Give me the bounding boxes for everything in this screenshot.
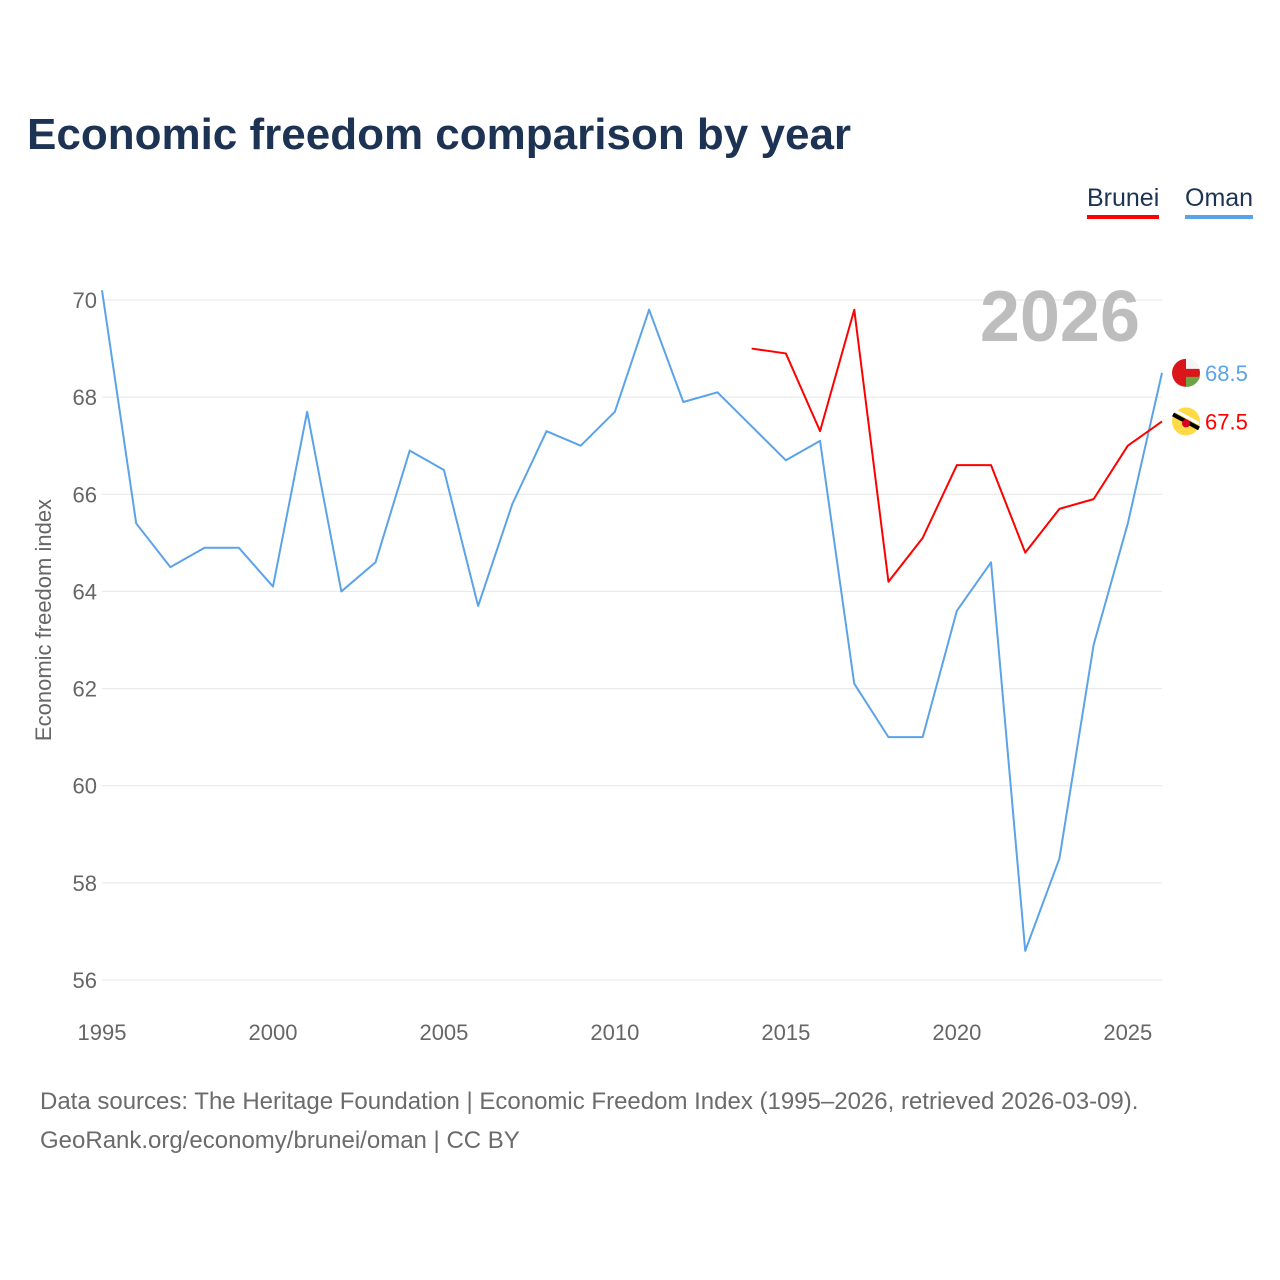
y-tick-label: 70 [73, 288, 97, 313]
y-tick-label: 62 [73, 677, 97, 702]
y-tick-label: 56 [73, 968, 97, 993]
legend-oman[interactable]: Oman [1185, 184, 1254, 219]
brunei-flag-stripe-white [1172, 408, 1200, 425]
y-tick-label: 68 [73, 385, 97, 410]
end-label-brunei: 67.5 [1205, 409, 1248, 434]
year-watermark: 2026 [980, 277, 1140, 357]
footer-link[interactable]: GeoRank.org/economy/brunei/oman | CC BY [40, 1127, 520, 1154]
chart-title: Economic freedom comparison by year [27, 110, 852, 159]
x-tick-label: 2015 [761, 1020, 810, 1045]
x-tick-label: 2020 [932, 1020, 981, 1045]
x-tick-label: 2005 [419, 1020, 468, 1045]
series-line-brunei [751, 308, 1163, 583]
oman-flag-white [1186, 358, 1200, 369]
x-tick-label: 2000 [248, 1020, 297, 1045]
series-line-oman [101, 290, 1163, 952]
x-tick-label: 2025 [1103, 1020, 1152, 1045]
y-axis-label: Economic freedom index [31, 499, 56, 741]
end-label-oman: 68.5 [1205, 361, 1248, 386]
brunei-flag-emblem [1182, 419, 1190, 428]
legend-brunei[interactable]: Brunei [1087, 184, 1160, 219]
footer-sources: Data sources: The Heritage Foundation | … [40, 1088, 1139, 1115]
oman-flag-green [1186, 376, 1200, 387]
y-tick-label: 60 [73, 774, 97, 799]
x-tick-label: 2010 [590, 1020, 639, 1045]
x-tick-label: 1995 [78, 1020, 127, 1045]
y-tick-label: 66 [73, 482, 97, 507]
y-tick-label: 58 [73, 871, 97, 896]
y-tick-label: 64 [73, 579, 97, 604]
